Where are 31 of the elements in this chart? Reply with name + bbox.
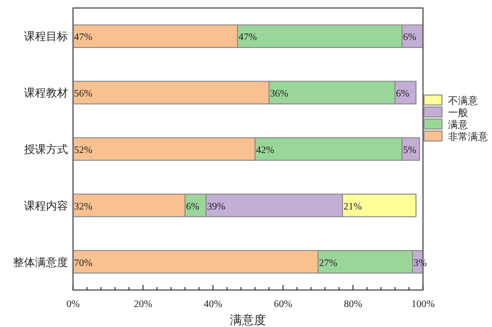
data-label: 42% [256, 145, 274, 156]
legend-label: 不满意 [448, 95, 478, 107]
data-label: 70% [74, 258, 92, 269]
data-label: 32% [74, 201, 92, 212]
data-label: 5% [403, 145, 416, 156]
y-tick-label: 课程内容 [24, 199, 68, 212]
x-tick-label: 40% [204, 299, 222, 310]
x-tick-label: 20% [134, 299, 152, 310]
data-label: 21% [344, 201, 362, 212]
x-axis-title: 满意度 [230, 313, 266, 327]
x-tick-label: 0% [66, 299, 80, 310]
data-label: 56% [74, 88, 92, 100]
x-tick-label: 100% [411, 299, 435, 310]
y-tick-label: 课程目标 [24, 31, 68, 44]
legend-label: 满意 [448, 119, 468, 131]
y-tick-label: 授课方式 [24, 143, 68, 156]
data-label: 47% [74, 32, 92, 44]
data-label: 47% [238, 32, 257, 44]
data-label: 39% [207, 201, 226, 212]
legend-label: 一般 [448, 108, 468, 119]
data-label: 52% [74, 145, 92, 156]
x-tick-label: 80% [344, 299, 362, 310]
data-label: 27% [319, 258, 338, 269]
x-tick-label: 60% [274, 299, 292, 310]
data-label: 6% [186, 201, 200, 212]
y-tick-label: 课程教材 [24, 86, 68, 100]
data-label: 36% [270, 88, 288, 100]
y-tick-label: 整体满意度 [13, 256, 68, 269]
legend-label: 非常满意 [448, 131, 488, 143]
data-label: 6% [403, 32, 416, 44]
data-label: 6% [396, 88, 410, 100]
